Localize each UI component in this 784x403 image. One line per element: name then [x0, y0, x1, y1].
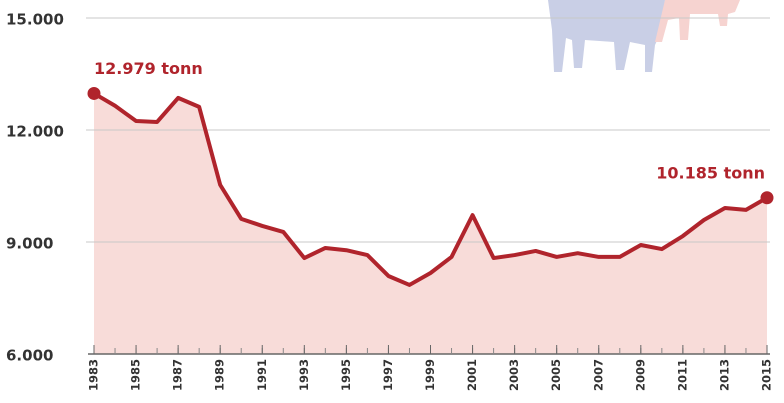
y-tick-label: 15.000: [6, 11, 64, 29]
x-tick-label: 2005: [549, 359, 563, 391]
x-tick-label: 1987: [171, 359, 185, 391]
value-label: 12.979 tonn: [94, 59, 203, 78]
decoration: [548, 0, 740, 72]
x-tick-label: 2015: [760, 359, 774, 391]
x-tick-label: 1999: [423, 359, 437, 391]
x-tick-label: 1993: [297, 359, 311, 391]
x-tick-label: 1991: [255, 359, 269, 391]
x-tick-label: 1989: [213, 359, 227, 391]
x-tick-label: 2003: [507, 359, 521, 391]
y-tick-label: 9.000: [6, 235, 53, 253]
x-tick-label: 1983: [87, 359, 101, 391]
y-tick-label: 6.000: [6, 347, 53, 365]
y-tick-label: 12.000: [6, 123, 64, 141]
x-tick-label: 2007: [591, 359, 605, 391]
value-label: 10.185 tonn: [656, 163, 765, 182]
page: 6.000 9.000 12.000 15.000 1983 1985 1987 1989 19…: [0, 0, 784, 403]
x-tick-label: 2013: [717, 359, 731, 391]
chart: 6.000 9.000 12.000 15.000 1983 1985 1987 1989 19…: [0, 0, 784, 403]
x-tick-label: 2001: [465, 359, 479, 391]
x-tick-label: 1997: [381, 359, 395, 391]
x-tick-label: 2009: [633, 359, 647, 391]
x-tick-label: 1985: [129, 359, 143, 391]
point: [761, 191, 774, 204]
x-tick-label: 1995: [339, 359, 353, 391]
point: [88, 87, 101, 100]
area: [94, 93, 767, 354]
x-tick-label: 2011: [675, 359, 689, 391]
